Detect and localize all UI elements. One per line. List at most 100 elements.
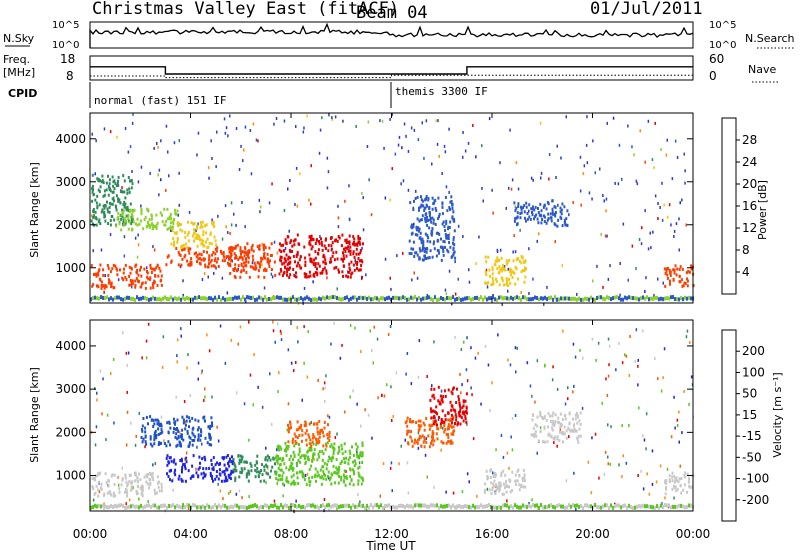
power-echo-7	[445, 222, 448, 226]
velocity-ground-scatter	[130, 504, 132, 509]
velocity-ground-scatter	[602, 504, 604, 509]
power-echo-9	[516, 223, 518, 227]
power-ground-scatter	[636, 296, 638, 301]
power-echo-7	[420, 195, 422, 199]
velocity-echo-5	[325, 444, 328, 448]
velocity-echo-3	[266, 465, 269, 469]
power-echo-7	[446, 234, 449, 238]
power-echo-6	[317, 248, 320, 252]
power-echo-7	[425, 257, 427, 260]
velocity-echo-6	[453, 429, 456, 433]
power-echo-7	[429, 249, 432, 253]
velocity-echo-4	[304, 456, 306, 460]
velocity-echo-4	[345, 477, 348, 480]
velocity-echo-3	[264, 458, 267, 462]
colorbar-tick-label: -100	[742, 472, 769, 486]
velocity-echo-7	[433, 387, 436, 391]
velocity-echo-4	[349, 475, 352, 479]
power-echo-7	[426, 218, 429, 222]
power-ground-scatter	[686, 296, 688, 301]
power-echo-1	[125, 208, 128, 212]
velocity-ground-scatter	[480, 503, 482, 508]
power-echo-4	[193, 231, 196, 235]
velocity-echo-7	[444, 418, 447, 422]
velocity-ground-scatter	[656, 504, 658, 509]
power-noise-pixel	[397, 143, 400, 147]
power-ground-scatter	[184, 297, 186, 302]
velocity-echo-7	[439, 402, 442, 406]
power-echo-0	[103, 284, 106, 288]
velocity-noise-pixel	[579, 348, 581, 352]
power-ground-scatter	[624, 295, 626, 300]
velocity-echo-8	[504, 473, 507, 477]
velocity-ground-scatter	[92, 505, 94, 510]
velocity-echo-2	[209, 433, 211, 437]
velocity-echo-4	[281, 477, 284, 481]
power-noise-pixel	[640, 242, 643, 246]
velocity-echo-4	[349, 452, 352, 456]
velocity-echo-7	[429, 407, 432, 411]
power-echo-9	[525, 201, 528, 205]
velocity-noise-pixel	[176, 360, 178, 364]
velocity-noise-pixel	[581, 406, 584, 410]
velocity-ground-scatter	[458, 504, 460, 509]
velocity-noise-pixel	[371, 436, 373, 440]
velocity-noise-pixel	[356, 402, 358, 406]
colorbar-tick-label: 100	[742, 365, 765, 379]
velocity-noise-pixel	[486, 487, 489, 491]
velocity-echo-0	[95, 484, 98, 488]
velocity-echo-1	[227, 460, 230, 464]
velocity-echo-3	[235, 469, 238, 473]
power-echo-6	[284, 257, 287, 261]
velocity-ground-scatter	[152, 503, 154, 508]
velocity-ground-scatter	[204, 505, 206, 510]
velocity-echo-1	[198, 455, 201, 459]
power-echo-4	[205, 240, 207, 244]
velocity-echo-9	[543, 425, 546, 429]
velocity-noise-pixel	[265, 446, 267, 450]
velocity-ground-scatter	[584, 503, 586, 508]
cpid-strip: CPID normal (fast) 151 IF themis 3300 IF	[8, 82, 488, 108]
velocity-ground-scatter	[588, 504, 590, 509]
velocity-echo-8	[518, 488, 521, 492]
power-echo-9	[537, 221, 540, 225]
velocity-noise-pixel	[678, 410, 680, 414]
power-echo-9	[538, 213, 541, 217]
power-echo-4	[212, 220, 215, 224]
velocity-echo-5	[319, 432, 322, 435]
power-echo-5	[266, 260, 269, 264]
power-noise-pixel	[511, 178, 514, 182]
velocity-echo-1	[203, 455, 206, 459]
power-echo-3	[183, 247, 186, 251]
velocity-echo-2	[182, 438, 185, 442]
power-echo-4	[187, 231, 190, 235]
velocity-xticks: 00:00 04:00 08:00 12:00 16:00 20:00 00:00	[73, 113, 710, 541]
power-ground-scatter	[154, 296, 156, 301]
power-echo-5	[240, 270, 243, 274]
power-echo-1	[124, 222, 127, 226]
velocity-echo-5	[315, 440, 318, 444]
power-ground-scatter	[424, 296, 426, 301]
colorbar-tick-label: 8	[742, 243, 750, 257]
velocity-noise-pixel	[544, 364, 546, 368]
velocity-ground-scatter	[138, 505, 140, 510]
velocity-noise-pixel	[494, 490, 496, 494]
velocity-noise-pixel	[274, 340, 276, 344]
velocity-echo-6	[425, 417, 428, 420]
power-echo-10	[690, 267, 693, 271]
power-echo-0	[91, 284, 94, 288]
power-ground-scatter	[226, 297, 228, 302]
power-echo-7	[431, 227, 434, 231]
velocity-echo-4	[309, 448, 311, 452]
velocity-echo-0	[139, 478, 142, 482]
velocity-noise-pixel	[474, 356, 477, 360]
velocity-noise-pixel	[567, 386, 569, 390]
power-noise-pixel	[103, 127, 106, 131]
velocity-echoes	[90, 320, 695, 514]
velocity-echo-2	[153, 442, 156, 446]
power-cbar-label: Power [dB]	[756, 180, 769, 240]
power-ground-scatter	[90, 297, 92, 302]
power-echo-7	[441, 245, 444, 249]
velocity-echo-9	[574, 417, 577, 421]
power-noise-pixel	[612, 116, 615, 120]
